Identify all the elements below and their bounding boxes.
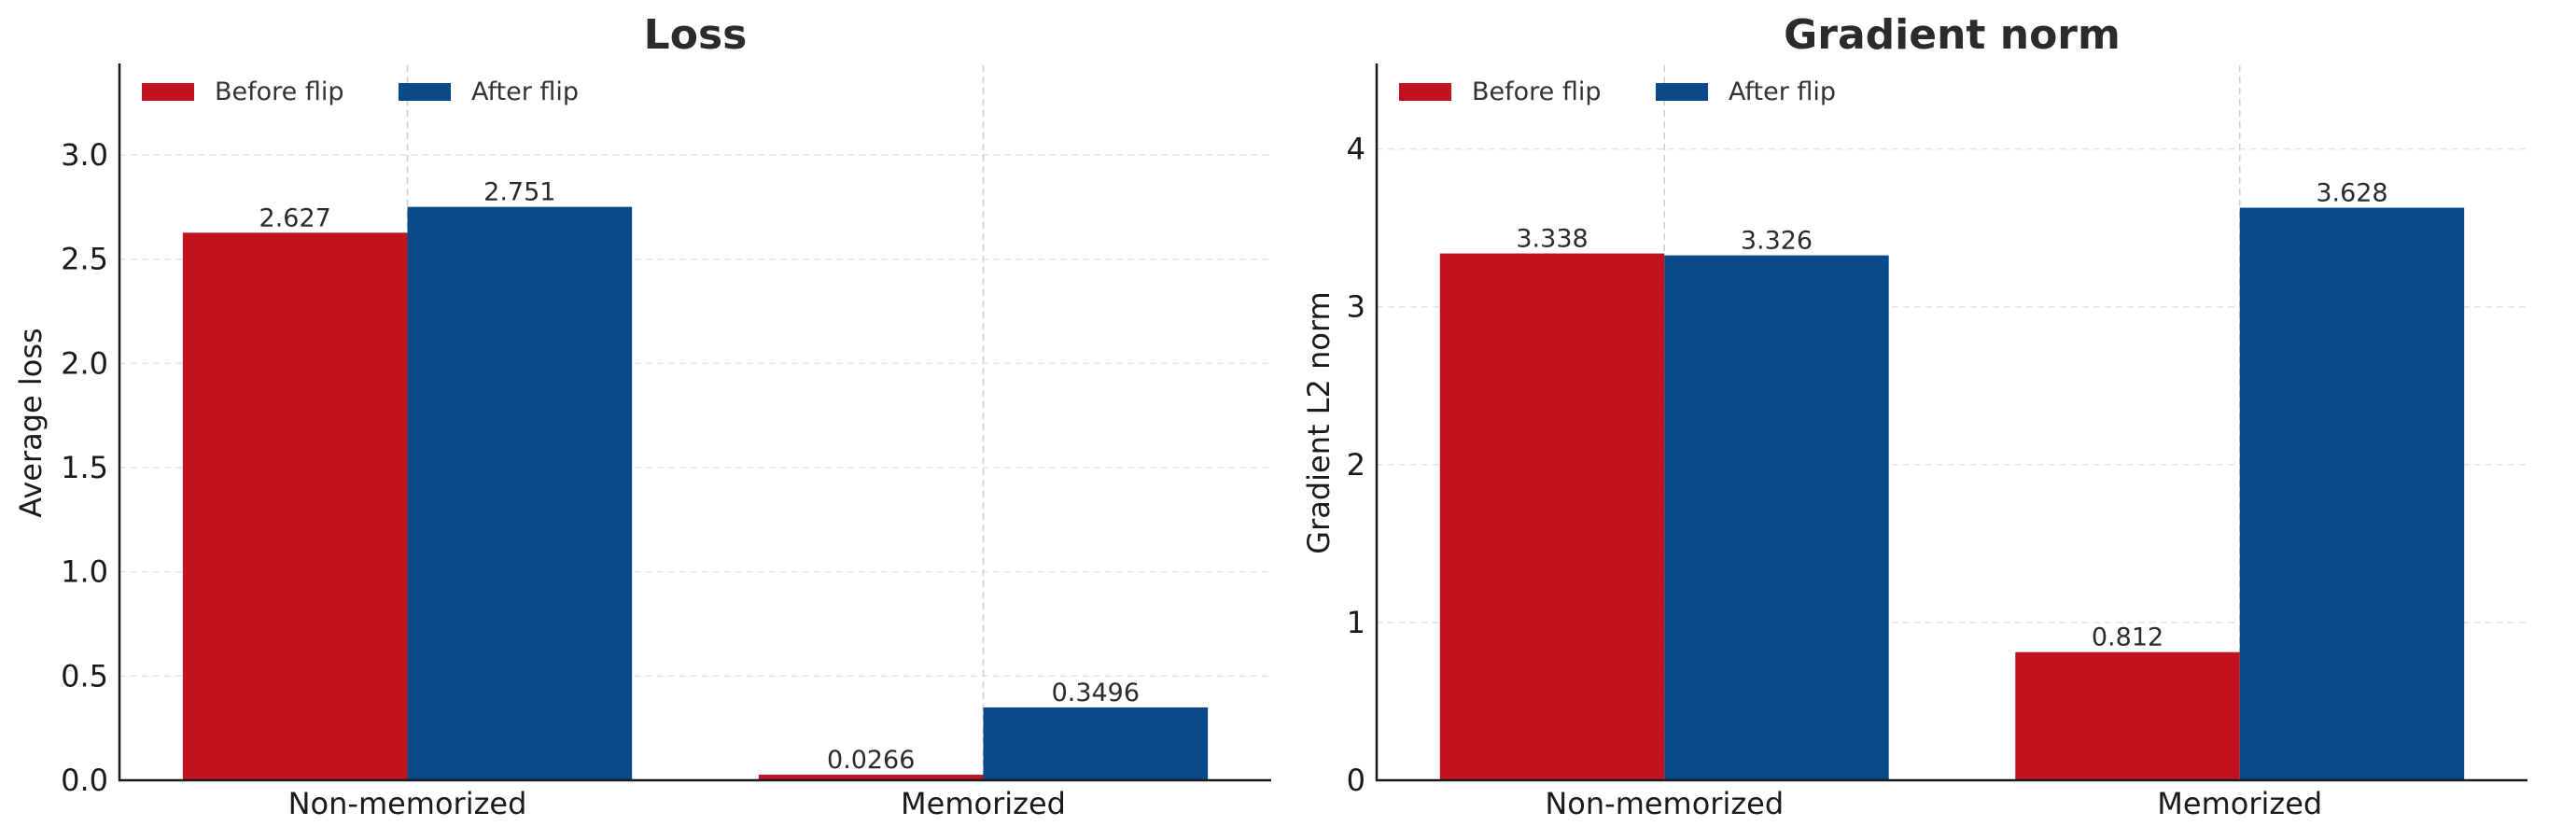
y-tick-label: 1 [1347,605,1365,640]
bar-after-1 [1664,255,1889,780]
y-tick-label: 0.5 [61,658,108,693]
legend: Before flip After flip [1399,77,1836,106]
legend-label-before: Before flip [215,77,344,106]
legend-label-after: After flip [471,77,579,106]
y-tick-label: 4 [1347,132,1365,167]
y-tick-label: 1.0 [61,554,108,590]
data-label: 0.3496 [1052,679,1140,707]
y-tick-label: 2 [1347,447,1365,483]
chart-title: Loss [644,11,748,59]
y-tick-label: 2.0 [61,345,108,381]
x-tick-label: Non-memorized [1545,786,1784,821]
legend-swatch-before [142,83,194,101]
y-tick-label: 3.0 [61,137,108,173]
bar-after-2 [2239,207,2465,780]
bar-after-2 [983,707,1209,780]
bar-before-1 [1439,253,1665,780]
bar-before-2 [2015,651,2240,780]
panel-1-chart: 2.627 0.0266 2.751 0.3496 0.0 0.5 1.0 1.5 2.0 2.5… [13,11,1271,821]
x-tick-label: Memorized [2157,786,2322,821]
y-tick-label: 3 [1347,289,1365,325]
y-axis-label: Average loss [13,328,49,517]
y-tick-label: 0.0 [61,763,108,798]
panel-2-chart: 3.338 0.812 3.326 3.628 0 1 2 3 4 Non-memorized Me… [1301,11,2527,821]
y-axis-label: Gradient L2 norm [1301,291,1337,553]
bar-before-1 [182,232,408,780]
x-tick-label: Non-memorized [288,786,527,821]
chart-title: Gradient norm [1784,11,2121,59]
legend-swatch-after [1656,83,1708,101]
legend-swatch-before [1399,83,1451,101]
data-label: 0.812 [2092,623,2163,652]
data-label: 3.338 [1516,225,1588,254]
legend-swatch-after [399,83,451,101]
y-tick-label: 2.5 [61,242,108,277]
y-tick-label: 0 [1347,763,1365,798]
data-label: 3.326 [1741,227,1813,256]
bar-after-1 [407,206,633,781]
data-label: 3.628 [2316,179,2387,208]
data-label: 2.751 [483,178,555,207]
legend: Before flip After flip [142,77,579,106]
data-label: 0.0266 [827,746,915,775]
y-tick-label: 1.5 [61,450,108,485]
data-label: 2.627 [259,203,331,232]
bar-before-2 [758,775,984,780]
legend-label-before: Before flip [1472,77,1602,106]
x-tick-label: Memorized [901,786,1066,821]
legend-label-after: After flip [1729,77,1836,106]
